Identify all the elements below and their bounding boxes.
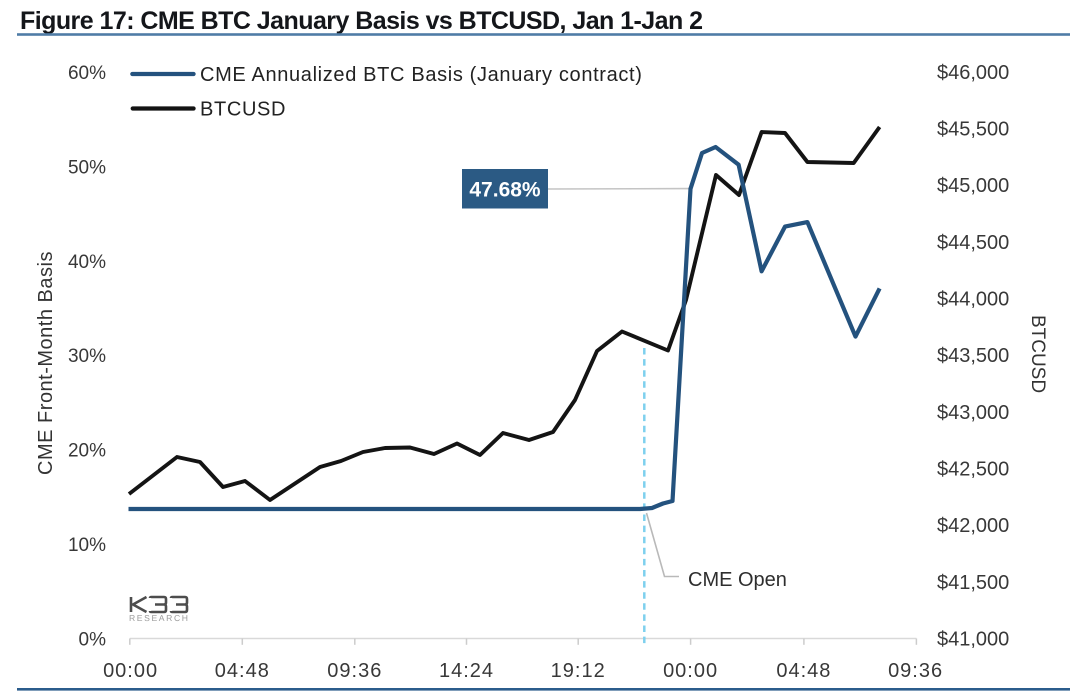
- svg-text:$41,000: $41,000: [937, 628, 1009, 650]
- svg-text:40%: 40%: [68, 252, 106, 273]
- svg-text:60%: 60%: [68, 63, 106, 84]
- svg-text:$45,000: $45,000: [937, 175, 1009, 197]
- svg-text:CME Front-Month Basis: CME Front-Month Basis: [35, 251, 57, 475]
- svg-text:$41,500: $41,500: [937, 572, 1009, 594]
- svg-text:00:00: 00:00: [103, 660, 158, 682]
- svg-text:0%: 0%: [79, 629, 107, 650]
- svg-text:BTCUSD: BTCUSD: [1027, 315, 1048, 393]
- svg-text:$43,500: $43,500: [937, 345, 1009, 367]
- svg-text:04:48: 04:48: [215, 660, 270, 682]
- svg-text:09:36: 09:36: [888, 660, 943, 682]
- svg-text:$44,000: $44,000: [937, 288, 1009, 310]
- svg-text:$45,500: $45,500: [937, 118, 1009, 140]
- svg-text:09:36: 09:36: [327, 660, 382, 682]
- svg-text:RESEARCH: RESEARCH: [129, 613, 190, 623]
- svg-text:19:12: 19:12: [551, 660, 606, 682]
- svg-text:20%: 20%: [68, 441, 106, 462]
- svg-text:30%: 30%: [68, 346, 106, 367]
- svg-text:CME Annualized BTC Basis (Janu: CME Annualized BTC Basis (January contra…: [200, 64, 643, 86]
- svg-text:CME Open: CME Open: [688, 569, 787, 591]
- svg-text:47.68%: 47.68%: [469, 179, 541, 202]
- svg-text:10%: 10%: [68, 535, 106, 556]
- svg-text:BTCUSD: BTCUSD: [200, 99, 286, 121]
- svg-text:$42,000: $42,000: [937, 515, 1009, 537]
- svg-text:14:24: 14:24: [439, 660, 494, 682]
- svg-text:$44,500: $44,500: [937, 232, 1009, 254]
- svg-text:$43,000: $43,000: [937, 402, 1009, 424]
- svg-text:04:48: 04:48: [776, 660, 831, 682]
- svg-text:$46,000: $46,000: [937, 62, 1009, 84]
- svg-text:$42,500: $42,500: [937, 458, 1009, 480]
- svg-text:00:00: 00:00: [663, 660, 718, 682]
- svg-text:Figure 17: CME BTC January Bas: Figure 17: CME BTC January Basis vs BTCU…: [20, 7, 702, 35]
- svg-text:50%: 50%: [68, 157, 106, 178]
